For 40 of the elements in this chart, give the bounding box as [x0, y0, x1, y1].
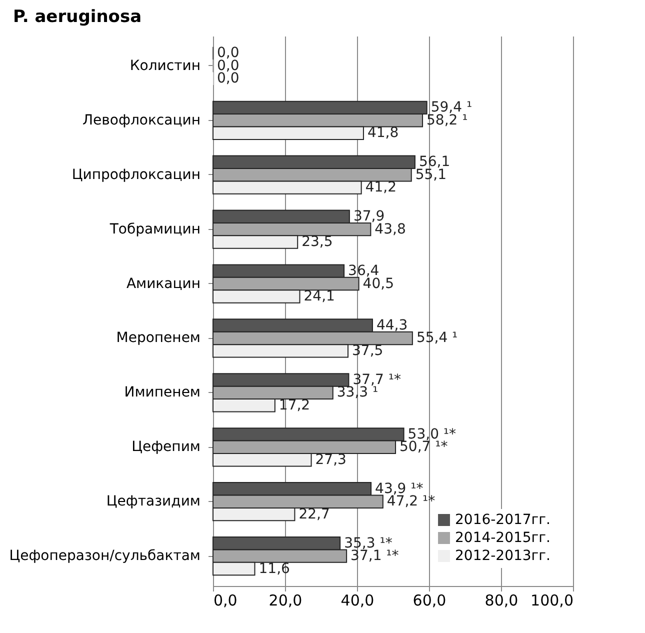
x-tick-label: 20,0 [268, 592, 302, 610]
data-label: 24,1 [304, 288, 335, 304]
data-label: 23,5 [302, 234, 333, 250]
x-tick-label: 40,0 [340, 592, 374, 610]
y-tick-label: Ципрофлоксацин [72, 166, 200, 183]
data-label: 0,0 [217, 70, 240, 87]
text: P. aeruginosa [13, 7, 142, 27]
x-tick-label: 0,0 [214, 592, 238, 610]
legend-label: 2012-2013гг. [455, 548, 550, 564]
data-label: 33,3 ¹ [336, 384, 378, 401]
data-label: 58,2 ¹ [426, 112, 468, 128]
data-label: 11,6 [258, 560, 290, 577]
data-label: 55,4 ¹ [416, 330, 458, 346]
y-tick-label: Колистин [130, 58, 200, 74]
data-label: 47,2 ¹* [386, 494, 436, 510]
data-label: 55,1 [415, 166, 447, 183]
data-label: 27,3 [315, 452, 346, 468]
data-label: 44,3 [376, 318, 408, 334]
data-label: 17,2 [278, 397, 310, 414]
data-label: 41,8 [367, 125, 399, 142]
y-tick-label: Меропенем [116, 330, 200, 346]
y-tick-label: Тобрамицин [108, 221, 200, 238]
x-tick-label: 100,0 [530, 592, 574, 610]
y-tick-label: Цефтазидим [106, 494, 200, 510]
data-label: 43,8 [374, 221, 406, 238]
y-tick-label: Имипенем [124, 384, 200, 401]
y-tick-label: Цефоперазон/сульбактам [9, 548, 200, 564]
x-tick-label: 60,0 [412, 592, 446, 610]
y-tick-label: Цефепим [132, 439, 200, 456]
legend-label: 2014-2015гг. [455, 530, 550, 546]
x-tick-label: 80,0 [484, 592, 518, 610]
data-label: 37,1 ¹* [350, 548, 399, 564]
data-label: 37,5 [352, 342, 384, 359]
data-label: 40,5 [362, 276, 394, 292]
y-tick-label: Левофлоксацин [82, 112, 200, 128]
y-tick-label: Амикацин [126, 276, 200, 292]
legend-label: 2016-2017гг. [455, 512, 550, 528]
data-label: 22,7 [298, 506, 330, 522]
data-label: 41,2 [365, 180, 396, 196]
data-label: 50,7 ¹* [400, 439, 448, 456]
